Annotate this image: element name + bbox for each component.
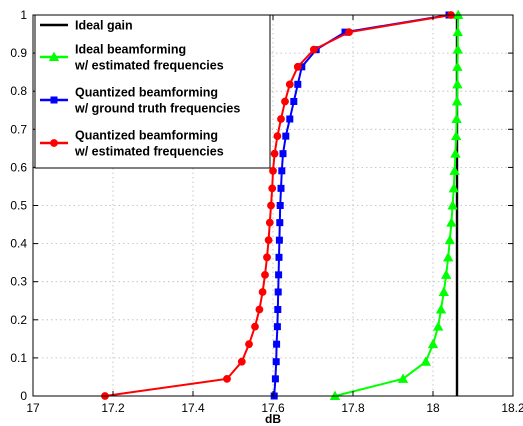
legend-item: Ideal beamforming w/ estimated frequencie…: [40, 43, 224, 73]
data-point-circle: [255, 305, 264, 314]
data-point-triangle: [446, 217, 457, 227]
data-point-circle: [269, 166, 277, 175]
data-point-triangle: [441, 269, 452, 279]
series-1: [329, 9, 464, 401]
legend-item: Quantized beamforming w/ estimated freque…: [40, 129, 224, 159]
data-point-square: [286, 115, 294, 123]
data-point-square: [275, 271, 283, 279]
data-point-triangle: [452, 61, 463, 71]
data-point-triangle: [451, 130, 462, 141]
data-point-triangle: [451, 96, 463, 106]
x-tick-label: 17: [26, 401, 40, 415]
x-tick-label: 18.2: [501, 401, 523, 415]
data-point-circle: [268, 184, 277, 193]
data-point-square: [290, 97, 298, 105]
data-point-square: [282, 132, 290, 140]
data-point-triangle: [444, 234, 455, 245]
data-point-circle: [245, 340, 253, 349]
y-tick-label: 0.9: [10, 46, 27, 60]
data-point-square: [276, 202, 284, 209]
data-point-triangle: [397, 373, 409, 383]
series-2: [270, 11, 453, 400]
data-point-circle: [251, 322, 259, 331]
data-point-circle: [273, 132, 282, 141]
data-point-triangle: [48, 51, 60, 61]
y-tick-label: 0.5: [10, 199, 27, 213]
data-point-circle: [261, 270, 269, 279]
data-point-circle: [50, 139, 58, 147]
legend-label: Quantized beamforming w/ ground truth fre…: [74, 86, 240, 116]
data-point-square: [275, 236, 283, 244]
axis-ticks: 17 17.2 17.4 17.6 17.8 18 18.2 0 0.1 0.2 0.3 0.4 0.5…: [10, 8, 523, 415]
data-point-circle: [277, 115, 285, 123]
data-point-circle: [345, 28, 353, 37]
x-tick-label: 17.8: [341, 401, 365, 415]
data-point-triangle: [452, 26, 463, 37]
x-axis-label: dB: [265, 412, 281, 426]
x-tick-label: 17.6: [261, 401, 285, 415]
data-point-circle: [281, 97, 289, 106]
data-point-circle: [309, 45, 318, 54]
y-tick-label: 0.1: [10, 351, 27, 365]
data-point-circle: [263, 253, 271, 262]
legend-label: Ideal beamforming w/ estimated frequencie…: [74, 43, 224, 73]
y-tick-label: 0.3: [10, 275, 27, 289]
data-point-circle: [267, 201, 275, 210]
data-point-triangle: [449, 165, 460, 175]
data-point-triangle: [427, 338, 439, 349]
legend-box: [34, 14, 271, 169]
data-point-triangle: [438, 286, 449, 296]
data-point-square: [279, 150, 287, 158]
y-tick-label: 0.4: [10, 237, 27, 251]
series-3: [101, 11, 455, 400]
data-point-square: [50, 96, 58, 104]
y-tick-label: 0.2: [10, 313, 27, 327]
data-point-square: [278, 167, 286, 175]
data-point-triangle: [420, 356, 431, 366]
data-point-square: [271, 375, 279, 383]
data-point-circle: [293, 62, 302, 71]
legend: Ideal gain Ideal beamforming w/ estimated …: [34, 14, 271, 169]
data-point-circle: [258, 288, 267, 296]
data-point-circle: [265, 218, 274, 227]
x-tick-label: 17.2: [101, 401, 125, 415]
data-point-circle: [264, 236, 273, 245]
data-point-triangle: [447, 200, 458, 210]
data-point-triangle: [450, 148, 461, 158]
legend-label: Ideal gain: [75, 19, 133, 33]
data-point-triangle: [443, 251, 454, 262]
data-point-square: [274, 288, 282, 296]
data-point-square: [275, 253, 283, 261]
data-point-square: [272, 358, 280, 366]
plot-series: [101, 9, 464, 401]
legend-item: Quantized beamforming w/ ground truth fre…: [40, 86, 240, 116]
data-point-triangle: [452, 44, 463, 54]
data-point-square: [294, 80, 302, 88]
data-point-triangle: [448, 183, 459, 193]
data-point-square: [273, 323, 281, 331]
data-point-triangle: [435, 304, 447, 314]
data-point-circle: [270, 149, 279, 158]
data-point-circle: [285, 80, 294, 89]
data-point-square: [276, 219, 284, 227]
y-tick-label: 0.6: [10, 160, 27, 174]
legend-item: Ideal gain: [40, 19, 133, 33]
y-tick-label: 0.8: [10, 84, 27, 98]
y-tick-label: 0.7: [10, 122, 27, 136]
x-tick-label: 18: [426, 401, 440, 415]
data-point-circle: [223, 374, 231, 383]
data-point-circle: [237, 357, 246, 366]
data-point-square: [274, 306, 282, 314]
data-point-triangle: [451, 113, 462, 124]
y-tick-label: 1: [20, 8, 27, 22]
legend-label: Quantized beamforming w/ estimated freque…: [74, 129, 224, 159]
data-point-triangle: [433, 321, 444, 331]
data-point-square: [273, 340, 281, 348]
x-tick-label: 17.4: [181, 401, 205, 415]
data-point-triangle: [452, 79, 463, 89]
y-tick-label: 0: [20, 389, 27, 403]
data-point-square: [277, 184, 285, 192]
